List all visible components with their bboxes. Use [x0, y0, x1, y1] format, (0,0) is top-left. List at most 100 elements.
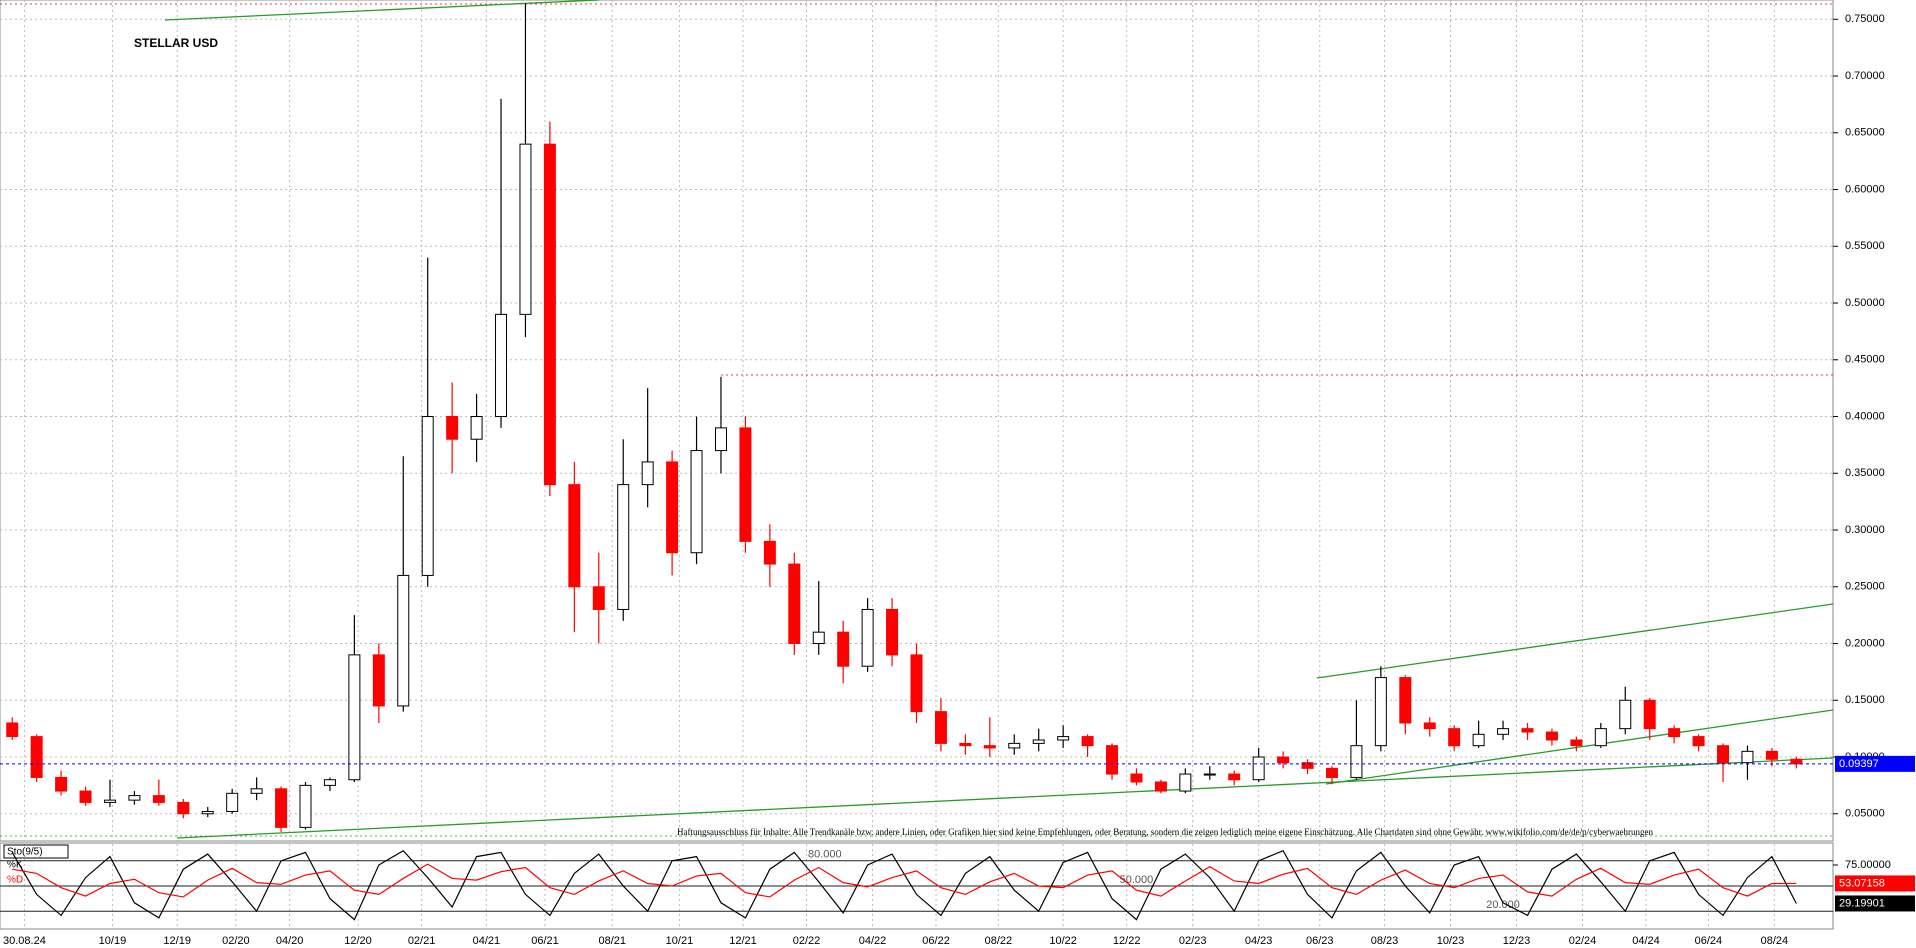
candle-body	[1106, 745, 1119, 775]
trendline	[176, 757, 1834, 839]
candle-body	[1325, 767, 1338, 778]
y-tick-label: 0.70000	[1845, 70, 1885, 82]
x-tick-label: 12/23	[1503, 935, 1531, 947]
x-tick-label: 02/23	[1179, 935, 1207, 947]
candle-body	[861, 608, 874, 667]
candle-body	[495, 313, 508, 418]
candle-body	[275, 788, 288, 828]
trendline	[1316, 603, 1834, 679]
candle-body	[6, 722, 19, 738]
chart-title: STELLAR USD	[134, 36, 218, 50]
candle-body	[1423, 722, 1436, 730]
candle-body	[1203, 773, 1216, 776]
candle-body	[1057, 736, 1070, 741]
candle-body	[1277, 756, 1290, 764]
y-tick-label: 0.05000	[1845, 808, 1885, 820]
candle-body	[592, 586, 605, 610]
indicator-label-box	[3, 844, 69, 859]
x-tick-label: 02/21	[408, 935, 436, 947]
candle-body	[299, 784, 312, 828]
candle-body	[1301, 762, 1314, 769]
candle-body	[934, 711, 947, 744]
candle-body	[1179, 773, 1192, 792]
candle-body	[1643, 699, 1656, 730]
candle-body	[886, 608, 899, 656]
candle-body	[397, 574, 410, 707]
last-value-box	[1835, 895, 1915, 912]
x-tick-label: 06/23	[1306, 935, 1334, 947]
candle-body	[788, 563, 801, 645]
candle-body	[1032, 739, 1045, 744]
legend-d: %D	[7, 875, 23, 886]
y-tick-label: 0.25000	[1845, 581, 1885, 593]
last-price-box	[1835, 755, 1915, 772]
candle-body	[666, 461, 679, 554]
candle-body	[1619, 699, 1632, 730]
candle-body	[79, 790, 92, 803]
candle-body	[837, 631, 850, 667]
candle-body	[910, 654, 923, 713]
candle-body	[323, 779, 336, 786]
y-tick-label: 0.40000	[1845, 410, 1885, 422]
x-tick-label: 08/23	[1371, 935, 1399, 947]
x-tick-label: 04/21	[473, 935, 501, 947]
x-tick-label: 08/21	[598, 935, 626, 947]
candle-body	[128, 795, 141, 801]
candle-body	[226, 792, 239, 812]
y-tick-label: 0.30000	[1845, 524, 1885, 536]
candle-body	[1497, 728, 1510, 735]
candle-body	[201, 810, 214, 815]
trendline	[1325, 709, 1834, 785]
candle-body	[1545, 731, 1558, 741]
candle-body	[103, 799, 116, 803]
x-tick-label: 04/24	[1632, 935, 1660, 947]
x-tick-label: 08/22	[985, 935, 1013, 947]
level-label: 80.000	[808, 849, 842, 861]
last-value-label: 53.07158	[1839, 877, 1885, 889]
candle-body	[1790, 758, 1803, 765]
candle-body	[543, 143, 556, 486]
indicator-line	[12, 863, 1797, 898]
candle-body	[617, 484, 630, 610]
candle-body	[470, 416, 483, 440]
y-tick-label: 0.55000	[1845, 240, 1885, 252]
candle-body	[1765, 750, 1778, 760]
candle-body	[959, 742, 972, 747]
candle-body	[1570, 739, 1583, 747]
y-tick-label: 0.20000	[1845, 637, 1885, 649]
disclaimer: Haftungsausschluss für Inhalte: Alle Tre…	[677, 827, 1654, 837]
candle-body	[348, 654, 361, 781]
candle-body	[1130, 773, 1143, 783]
x-tick-label: 04/20	[276, 935, 304, 947]
x-tick-label: 06/24	[1695, 935, 1723, 947]
candle-body	[30, 736, 43, 778]
y-tick-label: 0.45000	[1845, 354, 1885, 366]
x-tick-label: 10/21	[666, 935, 694, 947]
x-tick-label: 08/24	[1761, 935, 1789, 947]
last-value-box	[1835, 875, 1915, 892]
y-tick-label: 0.35000	[1845, 467, 1885, 479]
candle-body	[446, 416, 459, 440]
trendline	[164, 0, 600, 21]
candle-body	[372, 654, 385, 707]
candle-body	[1717, 745, 1730, 764]
candle-body	[1521, 728, 1534, 733]
candle-body	[1668, 728, 1681, 738]
y-tick-label: 0.50000	[1845, 297, 1885, 309]
candle-body	[1154, 781, 1167, 792]
indicator-title: Sto(9/5)	[7, 847, 43, 858]
candle-body	[1692, 736, 1705, 747]
x-tick-label: 06/21	[531, 935, 559, 947]
trendlines	[0, 0, 1834, 839]
y-tick-label: 0.75000	[1845, 13, 1885, 25]
x-tick-label: 02/20	[222, 935, 250, 947]
x-tick-label: 04/23	[1245, 935, 1273, 947]
x-tick-label: 12/21	[729, 935, 757, 947]
x-tick-label: 10/23	[1437, 935, 1465, 947]
legend-k: %K	[7, 860, 23, 871]
candle-body	[763, 540, 776, 565]
candle-body	[519, 143, 532, 315]
candle-body	[250, 788, 263, 794]
candle-body	[983, 745, 996, 749]
